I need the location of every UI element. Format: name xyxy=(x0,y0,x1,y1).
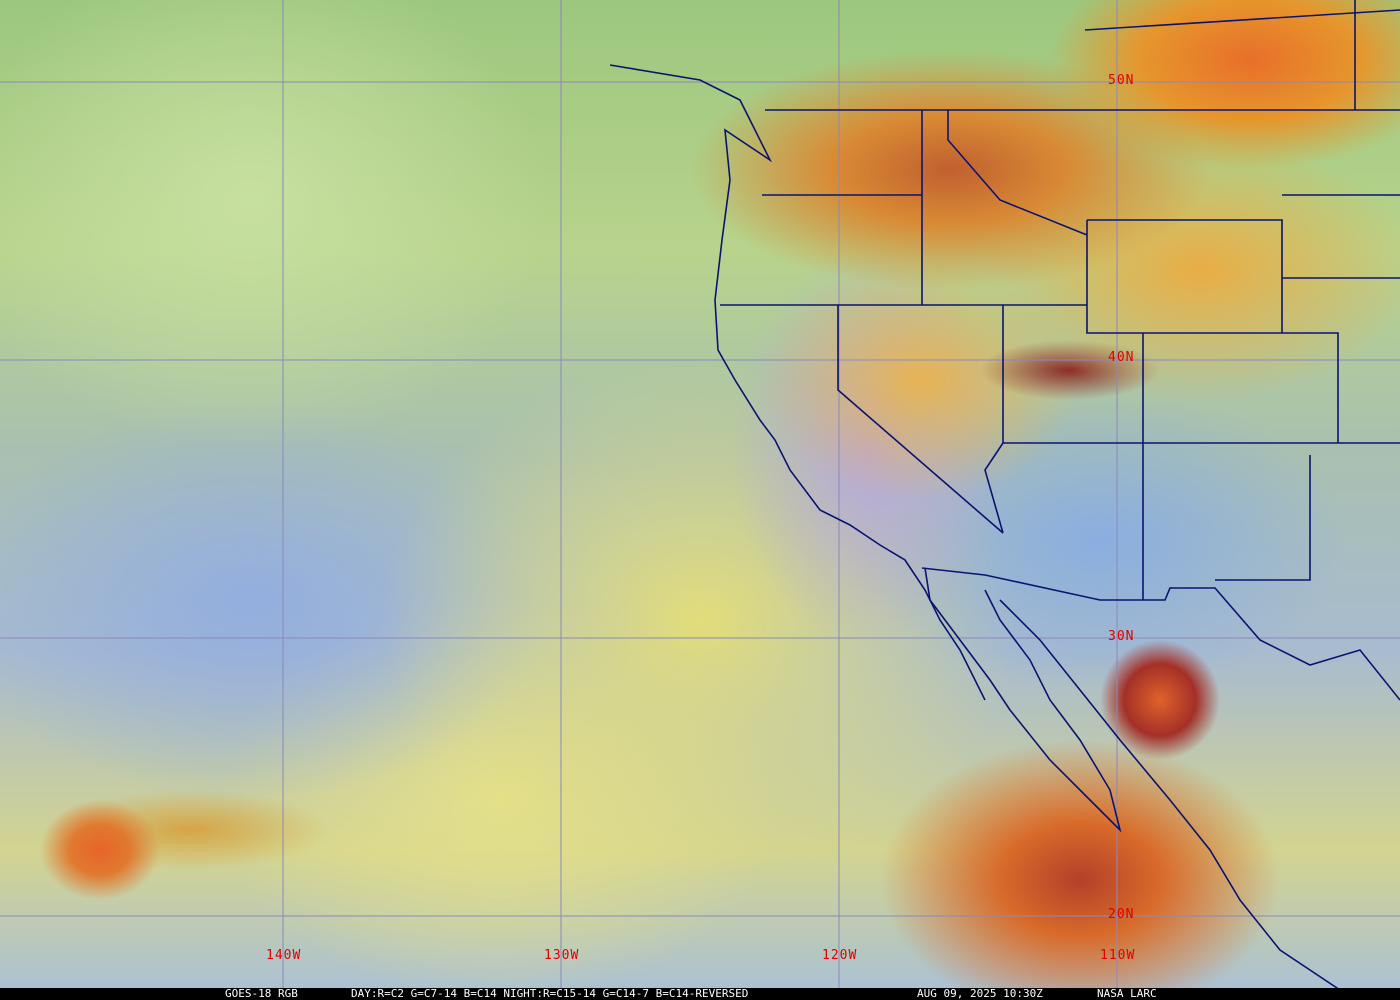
caption-datetime: AUG 09, 2025 10:30Z xyxy=(917,987,1043,1000)
label-130w: 130W xyxy=(544,948,580,963)
political-borders xyxy=(609,0,1400,991)
label-40n: 40N xyxy=(1108,350,1135,365)
label-20n: 20N xyxy=(1108,907,1135,922)
state-lines xyxy=(720,0,1400,600)
coastline-west xyxy=(609,64,986,701)
mexico-mainland-coast xyxy=(999,599,1341,991)
canada-provinces xyxy=(1084,9,1400,31)
caption-product: GOES-18 RGB xyxy=(225,987,298,1000)
label-50n: 50N xyxy=(1108,73,1135,88)
label-30n: 30N xyxy=(1108,629,1135,644)
us-mexico-border xyxy=(921,567,1400,701)
baja-california xyxy=(924,567,1122,833)
label-120w: 120W xyxy=(822,948,858,963)
label-140w: 140W xyxy=(266,948,302,963)
label-110w: 110W xyxy=(1100,948,1136,963)
caption-recipe: DAY:R=C2 G=C7-14 B=C14 NIGHT:R=C15-14 G=… xyxy=(351,987,749,1000)
caption-source: NASA LARC xyxy=(1097,987,1157,1000)
caption-bar: GOES-18 RGB DAY:R=C2 G=C7-14 B=C14 NIGHT… xyxy=(0,988,1400,1000)
